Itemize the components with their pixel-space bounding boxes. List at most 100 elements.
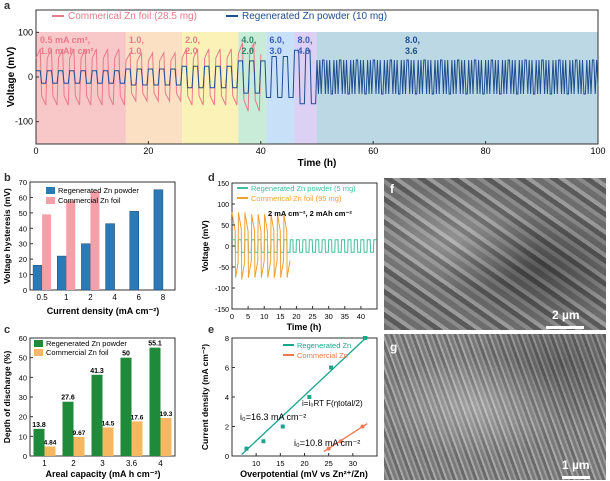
panel-d-xtick-label: 10 — [260, 312, 268, 321]
sem-image-g: g 1 µm — [384, 334, 606, 480]
panel-b-ytick-label: 10 — [19, 271, 27, 280]
panel-b-xlabel: Current density (mA cm⁻²) — [47, 306, 159, 316]
panel-d-legend-comm: Commerical Zn foil (95 mg) — [251, 194, 342, 203]
panel-d-ytick-label: 0 — [225, 244, 229, 251]
panel-c-ytick-label: 0 — [23, 452, 27, 461]
panel-b-xtick-label: 2 — [88, 293, 93, 302]
panel-c-xlabel: Areal capacity (mA h cm⁻²) — [46, 469, 161, 479]
panel-c-ytick-label: 10 — [19, 432, 27, 441]
panel-d-ytick-label: 100 — [217, 202, 229, 209]
panel-b-xtick-label: 6 — [137, 293, 142, 302]
panel-e-ytick-label: 6 — [225, 364, 229, 373]
region-label-a-5: 8.0, — [298, 35, 313, 45]
panel-e-equation: i=i₀RT F(ηtotal/2) — [302, 399, 363, 408]
panel-a-ytick-label: 0 — [28, 72, 33, 82]
panel-b-bar-regen — [57, 255, 67, 291]
panel-c-value-label-comm: 9.67 — [73, 430, 86, 437]
panel-e-i0-regen: i₀=16.3 mA cm⁻² — [240, 412, 306, 422]
panel-c-ytick-label: 60 — [19, 334, 27, 343]
region-label-b-1: 1.0 — [129, 46, 142, 56]
panel-c-ytick-label: 30 — [19, 393, 27, 402]
panel-c-ylabel: Depth of discharge (%) — [2, 351, 12, 444]
panel-c-bar-comm — [160, 418, 172, 456]
panel-a-xtick-label: 0 — [33, 146, 38, 156]
panel-d-xtick-label: 35 — [341, 312, 349, 321]
panel-c-bar-regen — [91, 374, 103, 456]
panel-d-annotation: 2 mA cm⁻², 2 mAh cm⁻² — [268, 209, 352, 218]
panel-c-bar-regen — [33, 428, 45, 456]
panel-c-xtick-label: 3.6 — [126, 459, 138, 468]
panel-c-value-label-regen: 13.8 — [32, 422, 46, 429]
panel-c-ytick-label: 20 — [19, 413, 27, 422]
panel-c-xtick-label: 1 — [42, 459, 47, 468]
region-label-a-4: 6.0, — [269, 35, 284, 45]
panel-e-fit-regen — [241, 336, 368, 455]
panel-e-xtick-label: 30 — [349, 459, 357, 468]
panel-d-legend-regen: Regenerated Zn powder (5 mg) — [251, 184, 356, 193]
panel-b-ytick-label: 40 — [19, 224, 27, 233]
panel-b-xtick-label: 1 — [64, 293, 69, 302]
panel-e-fit-comm — [323, 423, 368, 453]
panel-b-ytick-label: 0 — [23, 286, 27, 295]
panel-d-regenerated-trace — [232, 239, 377, 253]
panel-c-value-label-comm: 17.6 — [131, 414, 144, 421]
panel-label-a: a — [4, 0, 11, 12]
panel-label-c: c — [4, 324, 11, 336]
region-label-a-0: 0.5 mA cm², — [40, 35, 90, 45]
panel-e-legend-regen: Regenerated Zn — [297, 341, 351, 350]
panel-b-xtick-label: 8 — [161, 293, 166, 302]
panel-d-ytick-label: -150 — [215, 307, 229, 314]
sem-image-f: f 2 µm — [384, 178, 606, 330]
panel-label-f: f — [390, 182, 394, 196]
panel-e-xtick-label: 15 — [276, 459, 284, 468]
panel-d-xtick-label: 20 — [292, 312, 300, 321]
panel-e-point-comm — [326, 446, 331, 451]
panel-c-xtick-label: 3 — [100, 459, 105, 468]
panel-c-ytick-label: 50 — [19, 354, 27, 363]
panel-e-point-regen — [280, 424, 285, 429]
panel-e-xtick-label: 25 — [324, 459, 332, 468]
legend-commercial: Commerical Zn foil (28.5 mg) — [68, 11, 197, 22]
panel-e-point-regen — [307, 395, 312, 399]
panel-c-bar-comm — [131, 421, 143, 456]
panel-a-xtick-label: 80 — [481, 146, 491, 156]
panel-a-xlabel: Time (h) — [298, 158, 337, 169]
region-label-b-5: 4.0 — [298, 46, 311, 56]
panel-d-chart: 0 5 10 15 20 25 30 35 40 -150 -100 -50 0 50 100 150 Reg… — [200, 181, 378, 332]
panel-b-legend-swatch-comm — [46, 197, 55, 204]
panel-d-ytick-label: -50 — [219, 265, 229, 272]
panel-e-legend-comm: Commercial Zn — [297, 351, 348, 360]
panel-a-xtick-label: 40 — [256, 146, 266, 156]
panel-c-bar-regen — [62, 401, 74, 456]
panel-b-bar-regen — [153, 189, 164, 291]
panel-b-legend-swatch-regen — [46, 187, 55, 194]
panel-e-xtick-label: 20 — [300, 459, 308, 468]
panel-e-xlabel: Overpotential (mV vs Zn²⁺/Zn) — [240, 469, 368, 479]
panel-d-xtick-label: 15 — [276, 312, 284, 321]
region-label-a-3: 4.0, — [241, 35, 256, 45]
panel-d-xtick-label: 25 — [308, 312, 316, 321]
panel-c-value-label-comm: 14.5 — [102, 420, 115, 427]
panel-b-ytick-label: 30 — [19, 240, 27, 249]
panel-e-point-comm — [360, 424, 365, 429]
panel-c-bar-comm — [44, 446, 56, 456]
region-label-a-6: 8.0, — [405, 35, 420, 45]
panel-a-ytick-label: -100 — [15, 117, 33, 127]
panel-b-chart: 0.5 1 2 4 6 8 0 10 20 30 40 50 60 70 Regenerated Zn p… — [2, 178, 176, 316]
panel-b-bar-regen — [129, 211, 139, 291]
panel-c-bar-comm — [73, 436, 85, 456]
panel-e-ytick-label: 0 — [225, 452, 229, 461]
panel-e-point-regen — [261, 439, 266, 444]
panel-d-xlabel: Time (h) — [287, 322, 322, 332]
panel-a-xtick-label: 100 — [590, 146, 605, 156]
panel-label-e: e — [208, 324, 215, 336]
panel-b-legend-comm: Commercial Zn foil — [58, 196, 121, 205]
panel-c-chart: 13.8 4.84 27.6 9.67 41.3 14.5 50 17.6 55.1 19.3 1… — [2, 334, 176, 479]
panel-d-xtick-label: 0 — [230, 312, 234, 321]
legend-regenerated: Regenerated Zn powder (10 mg) — [242, 11, 387, 22]
scalebar-f — [546, 326, 584, 329]
panel-a-ytick-label: 100 — [18, 27, 33, 37]
panel-e-xtick-label: 10 — [252, 459, 260, 468]
panel-label-d: d — [208, 172, 215, 184]
panel-c-value-label-regen: 41.3 — [90, 368, 104, 375]
